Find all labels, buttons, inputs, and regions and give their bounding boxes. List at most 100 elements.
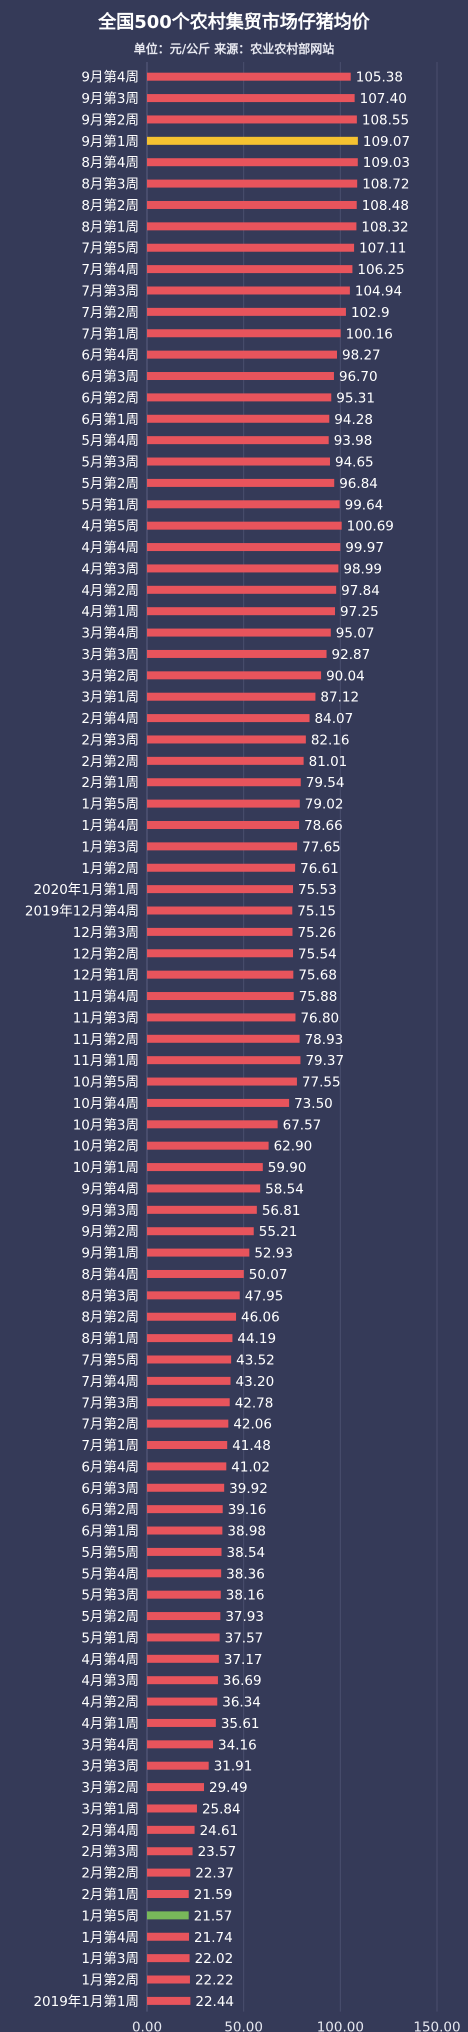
bar bbox=[147, 692, 316, 701]
category-label: 2019年1月第1周 bbox=[33, 1993, 139, 2010]
category-label: 7月第2周 bbox=[81, 1416, 139, 1433]
category-label: 5月第5周 bbox=[81, 1544, 139, 1561]
value-label: 108.55 bbox=[362, 112, 409, 128]
bar bbox=[147, 1889, 189, 1898]
category-label: 2019年12月第4周 bbox=[25, 903, 139, 920]
category-label: 7月第3周 bbox=[81, 1394, 139, 1411]
category-label: 2月第2周 bbox=[81, 753, 139, 770]
bar bbox=[147, 906, 293, 915]
category-label: 10月第5周 bbox=[73, 1074, 139, 1091]
category-label: 1月第4周 bbox=[81, 817, 139, 834]
value-label: 21.74 bbox=[194, 1930, 233, 1946]
bar bbox=[147, 1441, 228, 1450]
bar bbox=[147, 1483, 225, 1492]
value-label: 94.28 bbox=[334, 412, 373, 428]
value-label: 87.12 bbox=[320, 690, 359, 706]
bar bbox=[147, 628, 331, 637]
value-label: 58.54 bbox=[265, 1181, 304, 1197]
bar bbox=[147, 372, 334, 381]
value-label: 21.59 bbox=[194, 1887, 233, 1903]
bar bbox=[147, 521, 342, 530]
value-label: 100.69 bbox=[347, 519, 394, 535]
category-label: 11月第4周 bbox=[73, 988, 139, 1005]
bar bbox=[147, 94, 355, 103]
category-label: 2月第4周 bbox=[81, 710, 139, 727]
value-label: 42.78 bbox=[235, 1395, 274, 1411]
category-label: 8月第1周 bbox=[81, 218, 139, 235]
value-label: 107.11 bbox=[359, 241, 406, 257]
value-label: 99.97 bbox=[345, 540, 384, 556]
value-label: 38.54 bbox=[227, 1545, 266, 1561]
value-label: 29.49 bbox=[209, 1780, 248, 1796]
value-label: 44.19 bbox=[237, 1331, 276, 1347]
category-label: 2月第4周 bbox=[81, 1822, 139, 1839]
bar bbox=[147, 1141, 269, 1150]
value-label: 75.26 bbox=[298, 925, 337, 941]
category-label: 4月第3周 bbox=[81, 1672, 139, 1689]
value-label: 100.16 bbox=[346, 326, 393, 342]
value-label: 108.32 bbox=[361, 219, 408, 235]
value-label: 59.90 bbox=[268, 1160, 307, 1176]
category-label: 6月第3周 bbox=[81, 1480, 139, 1497]
category-label: 7月第5周 bbox=[81, 1351, 139, 1368]
category-label: 6月第2周 bbox=[81, 389, 139, 406]
category-label: 6月第4周 bbox=[81, 1458, 139, 1475]
value-label: 90.04 bbox=[326, 668, 365, 684]
bar bbox=[147, 265, 353, 274]
category-label: 11月第1周 bbox=[73, 1052, 139, 1069]
category-label: 4月第2周 bbox=[81, 582, 139, 599]
bar bbox=[147, 778, 301, 787]
value-label: 21.57 bbox=[194, 1908, 233, 1924]
bar bbox=[147, 1312, 237, 1321]
category-label: 6月第1周 bbox=[81, 411, 139, 428]
value-label: 94.65 bbox=[335, 455, 374, 471]
value-label: 108.72 bbox=[362, 177, 409, 193]
bar bbox=[147, 735, 306, 744]
bar bbox=[147, 1227, 254, 1236]
bar bbox=[147, 286, 350, 295]
bar bbox=[147, 842, 298, 851]
value-label: 107.40 bbox=[360, 91, 407, 107]
category-label: 8月第3周 bbox=[81, 1287, 139, 1304]
category-label: 2月第3周 bbox=[81, 731, 139, 748]
value-label: 108.48 bbox=[362, 198, 409, 214]
value-label: 106.25 bbox=[357, 262, 404, 278]
category-label: 1月第3周 bbox=[81, 1950, 139, 1967]
value-label: 78.93 bbox=[305, 1032, 344, 1048]
category-label: 3月第3周 bbox=[81, 1758, 139, 1775]
value-label: 92.87 bbox=[332, 647, 371, 663]
bar bbox=[147, 1932, 190, 1941]
value-label: 82.16 bbox=[311, 732, 350, 748]
category-label: 5月第1周 bbox=[81, 496, 139, 513]
bar bbox=[147, 1205, 257, 1214]
bar bbox=[147, 671, 322, 680]
x-tick-label: 100.00 bbox=[317, 2020, 364, 2032]
bar bbox=[147, 1376, 231, 1385]
bar bbox=[147, 1056, 301, 1065]
category-label: 4月第1周 bbox=[81, 1715, 139, 1732]
value-label: 105.38 bbox=[356, 70, 403, 86]
value-label: 95.31 bbox=[336, 390, 375, 406]
bar bbox=[147, 543, 341, 552]
bars bbox=[147, 72, 358, 2005]
category-label: 9月第4周 bbox=[81, 1180, 139, 1197]
bar bbox=[147, 1013, 296, 1022]
category-label: 7月第2周 bbox=[81, 304, 139, 321]
category-label: 5月第4周 bbox=[81, 432, 139, 449]
value-label: 43.52 bbox=[236, 1352, 275, 1368]
value-label: 96.70 bbox=[339, 369, 378, 385]
chart-subtitle: 单位：元/公斤 来源：农业农村部网站 bbox=[133, 42, 335, 56]
bar bbox=[147, 200, 357, 209]
value-label: 31.91 bbox=[214, 1759, 253, 1775]
value-label: 36.69 bbox=[223, 1673, 262, 1689]
value-label: 41.02 bbox=[231, 1459, 270, 1475]
category-label: 5月第2周 bbox=[81, 475, 139, 492]
bar bbox=[147, 1462, 227, 1471]
value-label: 109.07 bbox=[363, 134, 410, 150]
value-label: 42.06 bbox=[233, 1417, 272, 1433]
value-label: 25.84 bbox=[202, 1801, 241, 1817]
bar bbox=[147, 564, 339, 573]
category-label: 12月第2周 bbox=[73, 945, 139, 962]
bar bbox=[147, 585, 337, 594]
bar bbox=[147, 1911, 189, 1920]
